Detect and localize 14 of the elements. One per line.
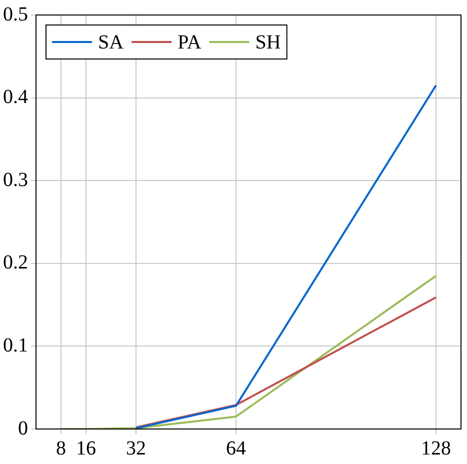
y-tick-label: 0.5 (3, 3, 28, 26)
y-tick-label: 0.1 (3, 334, 28, 356)
x-tick-label: 128 (421, 437, 451, 460)
legend-label: SH (255, 31, 281, 54)
y-tick-label: 0 (18, 417, 28, 440)
y-tick-label: 0.4 (3, 86, 28, 108)
legend-label: PA (178, 31, 202, 54)
x-tick-label: 64 (226, 437, 246, 460)
x-tick-label: 32 (126, 437, 146, 460)
x-tick-label: 8 (56, 437, 66, 460)
y-tick-label: 0.2 (3, 252, 28, 274)
legend-label: SA (98, 31, 124, 54)
y-tick-label: 0.3 (3, 168, 28, 191)
x-tick-label: 16 (76, 437, 96, 460)
